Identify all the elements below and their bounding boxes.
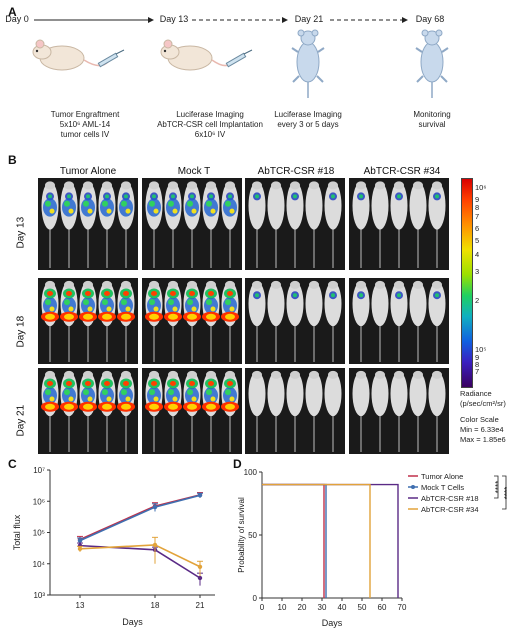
- y-tick-label: 100: [244, 468, 258, 477]
- timeline-desc-engraftment: Tumor Engraftment 5x10⁶ AML-14 tumor cells…: [50, 110, 120, 139]
- colorbar-tick-label: 8: [475, 203, 480, 212]
- x-tick-label: 40: [338, 603, 347, 612]
- x-tick-label: 60: [378, 603, 387, 612]
- column-header-tumor-alone: Tumor Alone: [59, 166, 117, 177]
- y-tick-label: 10⁶: [33, 497, 45, 506]
- panel-letter-c: C: [8, 457, 17, 471]
- total-flux-chart: 10³ 10⁴ 10⁵ 10⁶ 10⁷ 13 18 21 Total flux Days: [12, 466, 215, 627]
- row-label-day-21: Day 21: [15, 404, 27, 437]
- x-tick-label: 30: [318, 603, 327, 612]
- timeline-desc-imaging: Luciferase Imaging every 3 or 5 days: [274, 110, 342, 129]
- colorbar-tick-label: 6: [475, 224, 480, 233]
- x-axis-label: Days: [322, 618, 343, 628]
- bli-image-0-1: [142, 178, 242, 270]
- timeline-day-13: Day 13: [159, 14, 189, 24]
- legend-label: Tumor Alone: [421, 472, 463, 481]
- survival-curve: [262, 483, 327, 598]
- radiance-colorbar: [461, 178, 473, 388]
- y-tick-label: 10⁵: [33, 529, 45, 538]
- x-axis-label: Days: [122, 617, 143, 627]
- data-point: [77, 546, 83, 552]
- y-tick-label: 50: [248, 531, 257, 540]
- survival-chart: 0 50 100 0 10 20 30 40 50 60 70 Probability of surv…: [237, 468, 512, 628]
- panel-letter-b: B: [8, 153, 17, 167]
- bli-image-1-2: [245, 278, 345, 364]
- x-tick-label: 18: [151, 601, 160, 610]
- x-tick-label: 13: [76, 601, 85, 610]
- mouse-side-icon-1: [32, 39, 125, 71]
- column-header-abtcr-34: AbTCR-CSR #34: [363, 166, 441, 177]
- colorbar-tick-label: 9: [475, 195, 480, 204]
- colorbar-tick-label: 10⁶: [475, 183, 487, 192]
- panel-letter-d: D: [233, 457, 242, 471]
- data-point: [197, 564, 203, 569]
- bli-image-2-1: [142, 368, 242, 454]
- legend-label: AbTCR-CSR #34: [421, 505, 479, 514]
- mouse-side-icon-2: [160, 39, 253, 71]
- colorbar-tick-label: 10⁵: [475, 345, 487, 354]
- legend-marker: [411, 485, 415, 489]
- bli-image-1-1: [142, 278, 242, 364]
- significance-stars: ****: [494, 481, 503, 493]
- data-point: [197, 493, 203, 498]
- colorbar-tick-label: 3: [475, 267, 480, 276]
- x-tick-label: 20: [298, 603, 307, 612]
- bli-image-2-0: [38, 368, 138, 454]
- survival-curve: [262, 483, 399, 598]
- colorbar-tick-label: 5: [475, 236, 480, 245]
- timeline-day-0: Day 0: [5, 14, 29, 24]
- color-scale-info: Color Scale Min = 6.33e4 Max = 1.85e6: [460, 415, 506, 444]
- mouse-top-icon-1: [291, 29, 325, 98]
- x-tick-label: 0: [260, 603, 265, 612]
- colorbar-tick-label: 9: [475, 353, 480, 362]
- y-tick-label: 10⁴: [33, 560, 46, 569]
- y-tick-label: 10⁷: [33, 466, 45, 475]
- y-axis-label: Probability of survival: [237, 497, 246, 573]
- legend-label: Mock T Cells: [421, 483, 464, 492]
- timeline-svg: [32, 17, 449, 98]
- data-point: [152, 542, 158, 548]
- survival-curve: [262, 483, 325, 598]
- column-header-mock-t: Mock T: [177, 166, 211, 177]
- row-label-day-18: Day 18: [15, 315, 27, 348]
- data-point: [152, 504, 158, 510]
- bli-image-0-0: [38, 178, 138, 270]
- x-tick-label: 70: [398, 603, 407, 612]
- column-header-abtcr-18: AbTCR-CSR #18: [257, 166, 335, 177]
- timeline-day-68: Day 68: [415, 14, 445, 24]
- row-label-day-13: Day 13: [15, 216, 27, 249]
- bli-image-0-2: [245, 178, 345, 270]
- series-line: [79, 544, 201, 579]
- significance-stars: ****: [503, 487, 512, 499]
- significance-bracket: [502, 475, 507, 510]
- bli-image-1-3: [349, 278, 449, 364]
- significance-bracket: [494, 475, 499, 499]
- timeline-desc-implantation: Luciferase Imaging AbTCR-CSR cell Implant…: [157, 110, 263, 139]
- timeline-desc-monitoring: Monitoring survival: [413, 110, 451, 129]
- colorbar-tick-label: 2: [475, 296, 480, 305]
- bli-image-1-0: [38, 278, 138, 364]
- colorbar-tick-label: 4: [475, 250, 480, 259]
- x-tick-label: 21: [196, 601, 205, 610]
- legend-label: AbTCR-CSR #18: [421, 494, 479, 503]
- y-tick-label: 0: [253, 594, 258, 603]
- colorbar-tick-label: 7: [475, 367, 480, 376]
- y-tick-label: 10³: [33, 591, 45, 600]
- bli-image-2-2: [245, 368, 345, 454]
- colorbar-tick-label: 8: [475, 360, 480, 369]
- x-tick-label: 10: [278, 603, 287, 612]
- timeline-day-21: Day 21: [294, 14, 324, 24]
- data-point: [77, 538, 83, 543]
- x-tick-label: 50: [358, 603, 367, 612]
- bli-image-2-3: [349, 368, 449, 454]
- mouse-top-icon-2: [415, 29, 449, 98]
- bli-image-0-3: [349, 178, 449, 270]
- radiance-label: Radiance (p/sec/cm²/sr): [460, 389, 506, 408]
- series-line: [79, 494, 201, 542]
- panel-letter-a: A: [8, 5, 17, 19]
- colorbar-tick-label: 7: [475, 212, 480, 221]
- data-point: [197, 575, 203, 581]
- survival-curve: [262, 483, 371, 598]
- y-axis-label: Total flux: [12, 514, 22, 550]
